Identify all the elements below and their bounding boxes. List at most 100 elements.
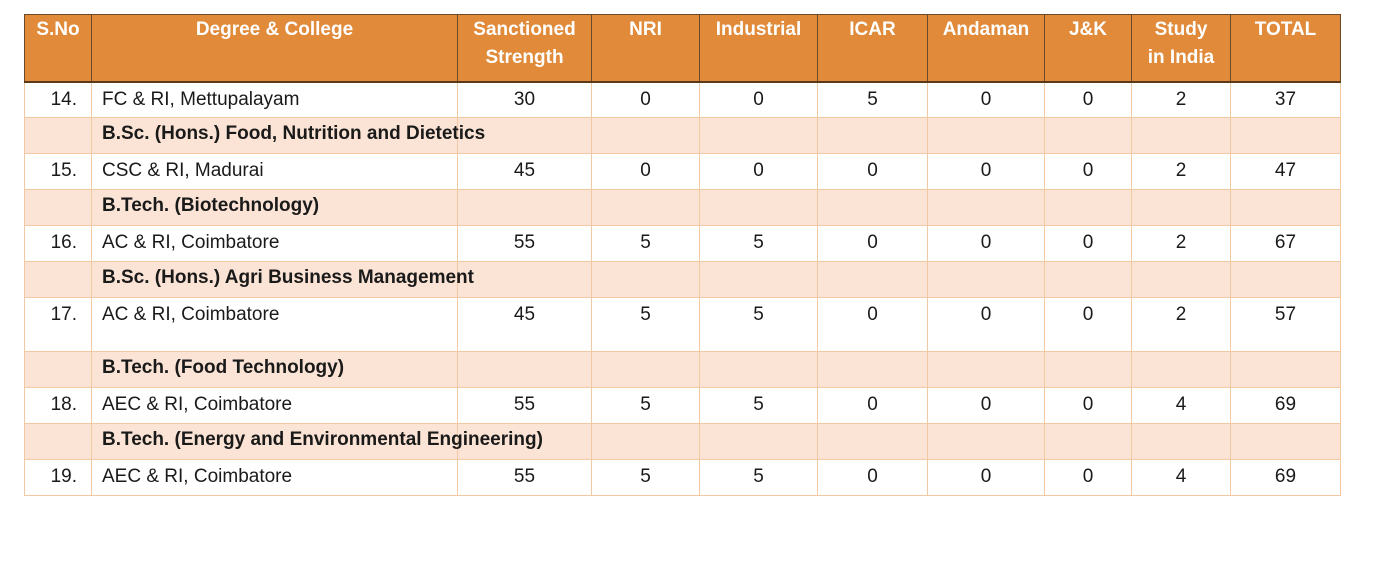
cell-industrial: 5 (699, 225, 818, 262)
cell-sno: 15. (24, 153, 92, 190)
degree-cell: B.Sc. (Hons.) Food, Nutrition and Dietet… (91, 117, 485, 154)
cell-industrial: 5 (699, 297, 818, 352)
cell-sno: 19. (24, 459, 92, 496)
degree-title: B.Sc. (Hons.) Agri Business Management (102, 267, 474, 288)
degree-row-blank (24, 117, 92, 154)
cell-jk: 0 (1044, 81, 1132, 118)
header-degree-college: Degree & College (91, 14, 458, 83)
cell-jk: 0 (1044, 225, 1132, 262)
cell-nri: 5 (591, 387, 700, 424)
header-sanctioned-strength: Sanctioned Strength (457, 14, 592, 83)
table-row: 18. AEC & RI, Coimbatore 55 5 5 0 0 0 4 … (24, 387, 1341, 424)
cell-sanctioned: 45 (457, 297, 592, 352)
degree-cell: B.Sc. (Hons.) Agri Business Management (91, 261, 474, 298)
cell-total: 67 (1230, 225, 1341, 262)
cell-andaman: 0 (927, 459, 1045, 496)
table-row: 19. AEC & RI, Coimbatore 55 5 5 0 0 0 4 … (24, 459, 1341, 496)
cell-jk: 0 (1044, 153, 1132, 190)
cell-icar: 0 (817, 459, 928, 496)
cell-nri: 0 (591, 153, 700, 190)
cell-industrial: 0 (699, 153, 818, 190)
cell-andaman: 0 (927, 387, 1045, 424)
cell-study-in-india: 4 (1131, 387, 1231, 424)
cell-total: 57 (1230, 297, 1341, 352)
cell-andaman: 0 (927, 297, 1045, 352)
degree-row-blank (24, 189, 92, 226)
cell-college: FC & RI, Mettupalayam (91, 81, 458, 118)
degree-title: B.Tech. (Food Technology) (102, 357, 345, 378)
header-row: S.No Degree & College Sanctioned Strength… (24, 14, 1341, 83)
cell-total: 37 (1230, 81, 1341, 118)
header-industrial: Industrial (699, 14, 818, 83)
cell-sanctioned: 45 (457, 153, 592, 190)
cell-andaman: 0 (927, 81, 1045, 118)
header-sanctioned-line1: Sanctioned (473, 19, 576, 40)
degree-row-blank (24, 261, 92, 298)
degree-row-blank (24, 351, 92, 388)
header-study-line2: in India (1147, 47, 1215, 68)
cell-industrial: 0 (699, 81, 818, 118)
cell-sno: 16. (24, 225, 92, 262)
degree-row: B.Tech. (Biotechnology) (24, 189, 1341, 226)
cell-icar: 0 (817, 225, 928, 262)
header-andaman: Andaman (927, 14, 1045, 83)
cell-nri: 0 (591, 81, 700, 118)
table-row: 15. CSC & RI, Madurai 45 0 0 0 0 0 2 47 (24, 153, 1341, 190)
table-row: 16. AC & RI, Coimbatore 55 5 5 0 0 0 2 6… (24, 225, 1341, 262)
cell-icar: 5 (817, 81, 928, 118)
cell-nri: 5 (591, 225, 700, 262)
cell-total: 69 (1230, 459, 1341, 496)
degree-cell: B.Tech. (Biotechnology) (91, 189, 458, 226)
header-total: TOTAL (1230, 14, 1341, 83)
cell-industrial: 5 (699, 387, 818, 424)
cell-andaman: 0 (927, 225, 1045, 262)
cell-college: AC & RI, Coimbatore (91, 225, 458, 262)
cell-sanctioned: 55 (457, 225, 592, 262)
degree-cell: B.Tech. (Energy and Environmental Engine… (91, 423, 543, 460)
cell-total: 47 (1230, 153, 1341, 190)
degree-title: B.Tech. (Energy and Environmental Engine… (102, 429, 543, 450)
cell-sno: 18. (24, 387, 92, 424)
header-jk: J&K (1044, 14, 1132, 83)
cell-college: AEC & RI, Coimbatore (91, 459, 458, 496)
degree-title: B.Tech. (Biotechnology) (102, 195, 320, 216)
cell-study-in-india: 2 (1131, 225, 1231, 262)
header-icar: ICAR (817, 14, 928, 83)
degree-title: B.Sc. (Hons.) Food, Nutrition and Dietet… (102, 123, 486, 144)
cell-college: CSC & RI, Madurai (91, 153, 458, 190)
cell-jk: 0 (1044, 459, 1132, 496)
cell-icar: 0 (817, 297, 928, 352)
cell-sno: 14. (24, 81, 92, 118)
cell-college: AEC & RI, Coimbatore (91, 387, 458, 424)
cell-icar: 0 (817, 387, 928, 424)
cell-sanctioned: 55 (457, 459, 592, 496)
cell-jk: 0 (1044, 297, 1132, 352)
degree-row: B.Sc. (Hons.) Food, Nutrition and Dietet… (24, 117, 1341, 154)
cell-total: 69 (1230, 387, 1341, 424)
header-study-line1: Study (1154, 19, 1208, 40)
cell-study-in-india: 4 (1131, 459, 1231, 496)
header-sanctioned-line2: Strength (485, 47, 564, 68)
cell-study-in-india: 2 (1131, 81, 1231, 118)
cell-sno: 17. (24, 297, 92, 352)
degree-row: B.Tech. (Energy and Environmental Engine… (24, 423, 1341, 460)
header-study-in-india: Study in India (1131, 14, 1231, 83)
seat-matrix-table: S.No Degree & College Sanctioned Strength… (24, 14, 1341, 496)
cell-study-in-india: 2 (1131, 297, 1231, 352)
cell-industrial: 5 (699, 459, 818, 496)
cell-icar: 0 (817, 153, 928, 190)
table-row: 14. FC & RI, Mettupalayam 30 0 0 5 0 0 2… (24, 81, 1341, 118)
cell-sanctioned: 30 (457, 81, 592, 118)
degree-row: B.Sc. (Hons.) Agri Business Management (24, 261, 1341, 298)
cell-andaman: 0 (927, 153, 1045, 190)
degree-row-blank (24, 423, 92, 460)
table-row: 17. AC & RI, Coimbatore 45 5 5 0 0 0 2 5… (24, 297, 1341, 352)
degree-row: B.Tech. (Food Technology) (24, 351, 1341, 388)
degree-cell: B.Tech. (Food Technology) (91, 351, 458, 388)
cell-nri: 5 (591, 297, 700, 352)
cell-jk: 0 (1044, 387, 1132, 424)
header-nri: NRI (591, 14, 700, 83)
cell-nri: 5 (591, 459, 700, 496)
cell-study-in-india: 2 (1131, 153, 1231, 190)
cell-college: AC & RI, Coimbatore (91, 297, 458, 352)
